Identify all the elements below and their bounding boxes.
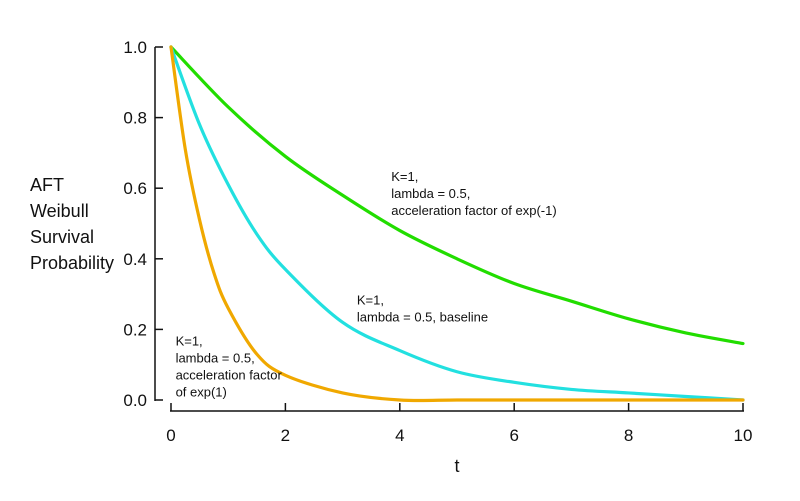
y-axis-title: AFT Weibull Survival Probability [30, 175, 114, 273]
curves [169, 45, 745, 403]
y-tick-label: 0.6 [123, 179, 147, 198]
series-line-2 [169, 45, 745, 402]
x-tick-label: 8 [624, 426, 633, 445]
y-axis-title-line: AFT [30, 175, 64, 195]
x-tick-label: 2 [281, 426, 290, 445]
series-line-3 [169, 45, 745, 403]
y-tick-label: 0.2 [123, 320, 147, 339]
x-tick-label: 4 [395, 426, 404, 445]
x-tick-label: 0 [166, 426, 175, 445]
annotation-3-line: K=1, [176, 333, 203, 348]
x-tick-label: 10 [734, 426, 753, 445]
y-tick-label: 1.0 [123, 38, 147, 57]
annotation-2-line: K=1, [357, 293, 384, 308]
annotation-1-line: K=1, [391, 169, 418, 184]
annotation-1-line: acceleration factor of exp(-1) [391, 203, 556, 218]
annotation-2-line: lambda = 0.5, baseline [357, 310, 488, 325]
annotation-1-line: lambda = 0.5, [391, 186, 470, 201]
y-axis-title-line: Probability [30, 253, 114, 273]
y-axis-title-line: Survival [30, 227, 94, 247]
annotations: K=1, lambda = 0.5, acceleration factor of … [176, 169, 557, 399]
y-tick-label: 0.8 [123, 109, 147, 128]
annotation-3-line: lambda = 0.5, [176, 350, 255, 365]
y-axis-title-line: Weibull [30, 201, 89, 221]
annotation-3-line: of exp(1) [176, 384, 227, 399]
x-tick-label: 6 [509, 426, 518, 445]
y-tick-label: 0.4 [123, 250, 147, 269]
annotation-3-line: acceleration factor [176, 367, 283, 382]
series-line-1 [169, 45, 745, 346]
y-tick-label: 0.0 [123, 391, 147, 410]
axes: 0.0 0.2 0.4 0.6 0.8 1.0 0 2 4 6 8 10 [123, 38, 752, 445]
x-axis-title: t [454, 456, 459, 476]
